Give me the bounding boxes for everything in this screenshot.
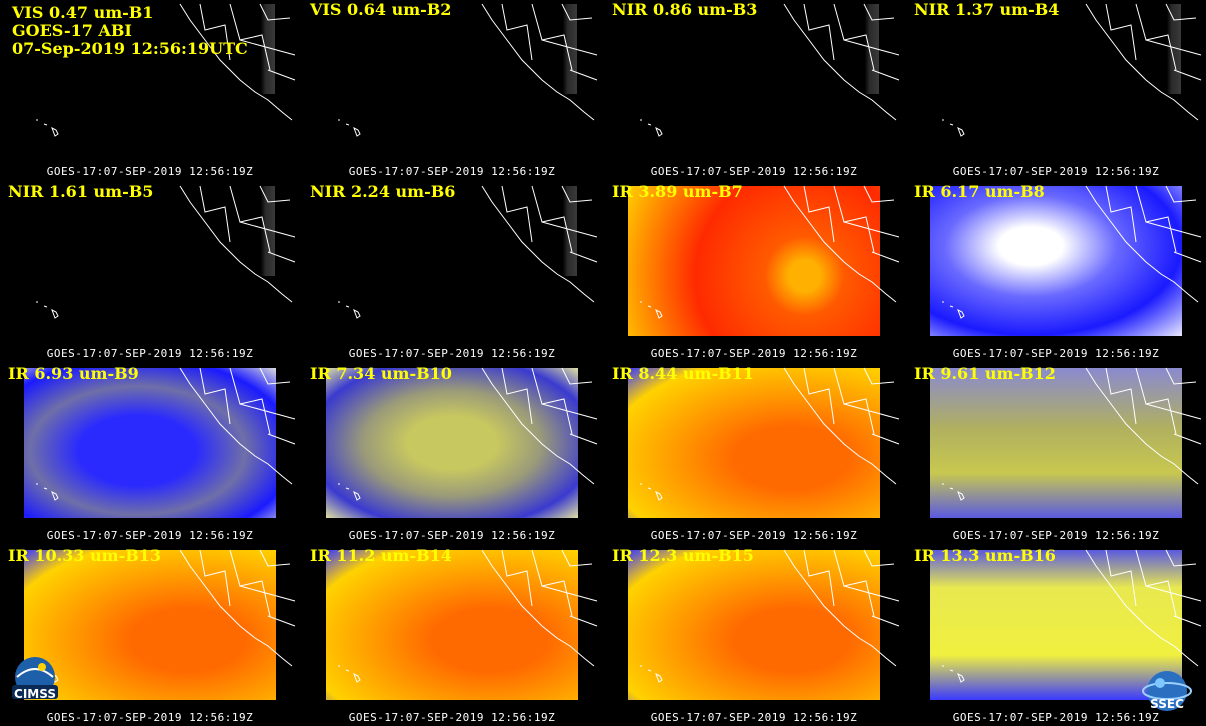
header-datetime: 07-Sep-2019 12:56:19UTC <box>12 39 248 58</box>
band-label: VIS 0.64 um-B2 <box>310 0 452 19</box>
coastline-overlay <box>338 367 598 501</box>
satellite-imagery <box>24 368 276 518</box>
timestamp-caption: GOES-17:07-SEP-2019 12:56:19Z <box>952 711 1160 724</box>
band-label: NIR 2.24 um-B6 <box>310 182 456 201</box>
satellite-imagery <box>180 4 275 94</box>
timestamp-caption: GOES-17:07-SEP-2019 12:56:19Z <box>650 347 858 360</box>
satellite-imagery <box>628 550 880 700</box>
band-label: IR 6.93 um-B9 <box>8 364 139 383</box>
satellite-imagery <box>1086 4 1181 94</box>
band-panel: IR 6.93 um-B9 GOES-17:07-SEP-2019 12:56:1… <box>0 364 300 544</box>
coastline-overlay <box>640 549 900 683</box>
band-panel: GOES-17:07-SEP-2019 12:56:19Z <box>0 0 300 180</box>
timestamp-caption: GOES-17:07-SEP-2019 12:56:19Z <box>348 165 556 178</box>
timestamp-caption: GOES-17:07-SEP-2019 12:56:19Z <box>952 347 1160 360</box>
timestamp-caption: GOES-17:07-SEP-2019 12:56:19Z <box>348 711 556 724</box>
satellite-imagery <box>930 550 1182 700</box>
timestamp-caption: GOES-17:07-SEP-2019 12:56:19Z <box>46 347 254 360</box>
band-label: NIR 1.37 um-B4 <box>914 0 1060 19</box>
band-label: NIR 1.61 um-B5 <box>8 182 154 201</box>
timestamp-caption: GOES-17:07-SEP-2019 12:56:19Z <box>650 529 858 542</box>
coastline-overlay <box>36 3 296 137</box>
band-panel: VIS 0.64 um-B2 GOES-17:07-SEP-2019 12:56:… <box>302 0 602 180</box>
band-label: IR 6.17 um-B8 <box>914 182 1045 201</box>
coastline-overlay <box>640 3 900 137</box>
band-label: IR 8.44 um-B11 <box>612 364 754 383</box>
coastline-overlay <box>942 367 1202 501</box>
ssec-logo: SSEC <box>1140 665 1194 715</box>
coastline-overlay <box>338 185 598 319</box>
satellite-imagery <box>326 550 578 700</box>
timestamp-caption: GOES-17:07-SEP-2019 12:56:19Z <box>348 529 556 542</box>
coastline-overlay <box>338 3 598 137</box>
satellite-imagery <box>326 368 578 518</box>
band-panel: NIR 2.24 um-B6 GOES-17:07-SEP-2019 12:56:… <box>302 182 602 362</box>
timestamp-caption: GOES-17:07-SEP-2019 12:56:19Z <box>46 529 254 542</box>
band-panel: IR 11.2 um-B14 GOES-17:07-SEP-2019 12:56:… <box>302 546 602 726</box>
satellite-imagery <box>930 368 1182 518</box>
coastline-overlay <box>640 185 900 319</box>
band-panel: NIR 1.37 um-B4 GOES-17:07-SEP-2019 12:56:… <box>906 0 1206 180</box>
band-panel: IR 6.17 um-B8 GOES-17:07-SEP-2019 12:56:1… <box>906 182 1206 362</box>
timestamp-caption: GOES-17:07-SEP-2019 12:56:19Z <box>952 165 1160 178</box>
timestamp-caption: GOES-17:07-SEP-2019 12:56:19Z <box>46 711 254 724</box>
band-panel: IR 3.89 um-B7 GOES-17:07-SEP-2019 12:56:1… <box>604 182 904 362</box>
band-label: IR 12.3 um-B15 <box>612 546 754 565</box>
band-panel: IR 8.44 um-B11 GOES-17:07-SEP-2019 12:56:… <box>604 364 904 544</box>
band-panel: IR 7.34 um-B10 GOES-17:07-SEP-2019 12:56:… <box>302 364 602 544</box>
band-panel: IR 9.61 um-B12 GOES-17:07-SEP-2019 12:56:… <box>906 364 1206 544</box>
cimss-logo: CIMSS <box>8 655 62 705</box>
band-panel: NIR 0.86 um-B3 GOES-17:07-SEP-2019 12:56:… <box>604 0 904 180</box>
ssec-logo-graphic <box>1142 671 1192 711</box>
satellite-imagery <box>628 186 880 336</box>
band-panel: NIR 1.61 um-B5 GOES-17:07-SEP-2019 12:56:… <box>0 182 300 362</box>
coastline-overlay <box>942 185 1202 319</box>
satellite-imagery <box>180 186 275 276</box>
coastline-overlay <box>942 549 1202 683</box>
header-satellite: GOES-17 ABI <box>12 21 132 40</box>
band-label: NIR 0.86 um-B3 <box>612 0 758 19</box>
band-label: IR 11.2 um-B14 <box>310 546 452 565</box>
satellite-imagery <box>482 186 577 276</box>
coastline-overlay <box>338 549 598 683</box>
cimss-logo-text: CIMSS <box>14 687 56 701</box>
satellite-imagery <box>784 4 879 94</box>
band-label: IR 10.33 um-B13 <box>8 546 162 565</box>
timestamp-caption: GOES-17:07-SEP-2019 12:56:19Z <box>952 529 1160 542</box>
coastline-overlay <box>942 3 1202 137</box>
timestamp-caption: GOES-17:07-SEP-2019 12:56:19Z <box>650 711 858 724</box>
timestamp-caption: GOES-17:07-SEP-2019 12:56:19Z <box>348 347 556 360</box>
timestamp-caption: GOES-17:07-SEP-2019 12:56:19Z <box>46 165 254 178</box>
satellite-imagery <box>628 368 880 518</box>
band-panel: IR 12.3 um-B15 GOES-17:07-SEP-2019 12:56:… <box>604 546 904 726</box>
ssec-logo-text: SSEC <box>1150 697 1184 711</box>
coastline-overlay <box>36 185 296 319</box>
band-label: IR 13.3 um-B16 <box>914 546 1056 565</box>
band-label: IR 7.34 um-B10 <box>310 364 452 383</box>
coastline-overlay <box>640 367 900 501</box>
coastline-overlay <box>36 367 296 501</box>
header-band-label: VIS 0.47 um-B1 <box>12 3 154 22</box>
satellite-imagery <box>930 186 1182 336</box>
cimss-logo-graphic <box>12 657 58 699</box>
satellite-imagery <box>482 4 577 94</box>
satellite-imagery <box>24 550 276 700</box>
image-header: VIS 0.47 um-B1 GOES-17 ABI 07-Sep-2019 1… <box>12 4 248 58</box>
band-label: IR 3.89 um-B7 <box>612 182 743 201</box>
band-label: IR 9.61 um-B12 <box>914 364 1056 383</box>
timestamp-caption: GOES-17:07-SEP-2019 12:56:19Z <box>650 165 858 178</box>
